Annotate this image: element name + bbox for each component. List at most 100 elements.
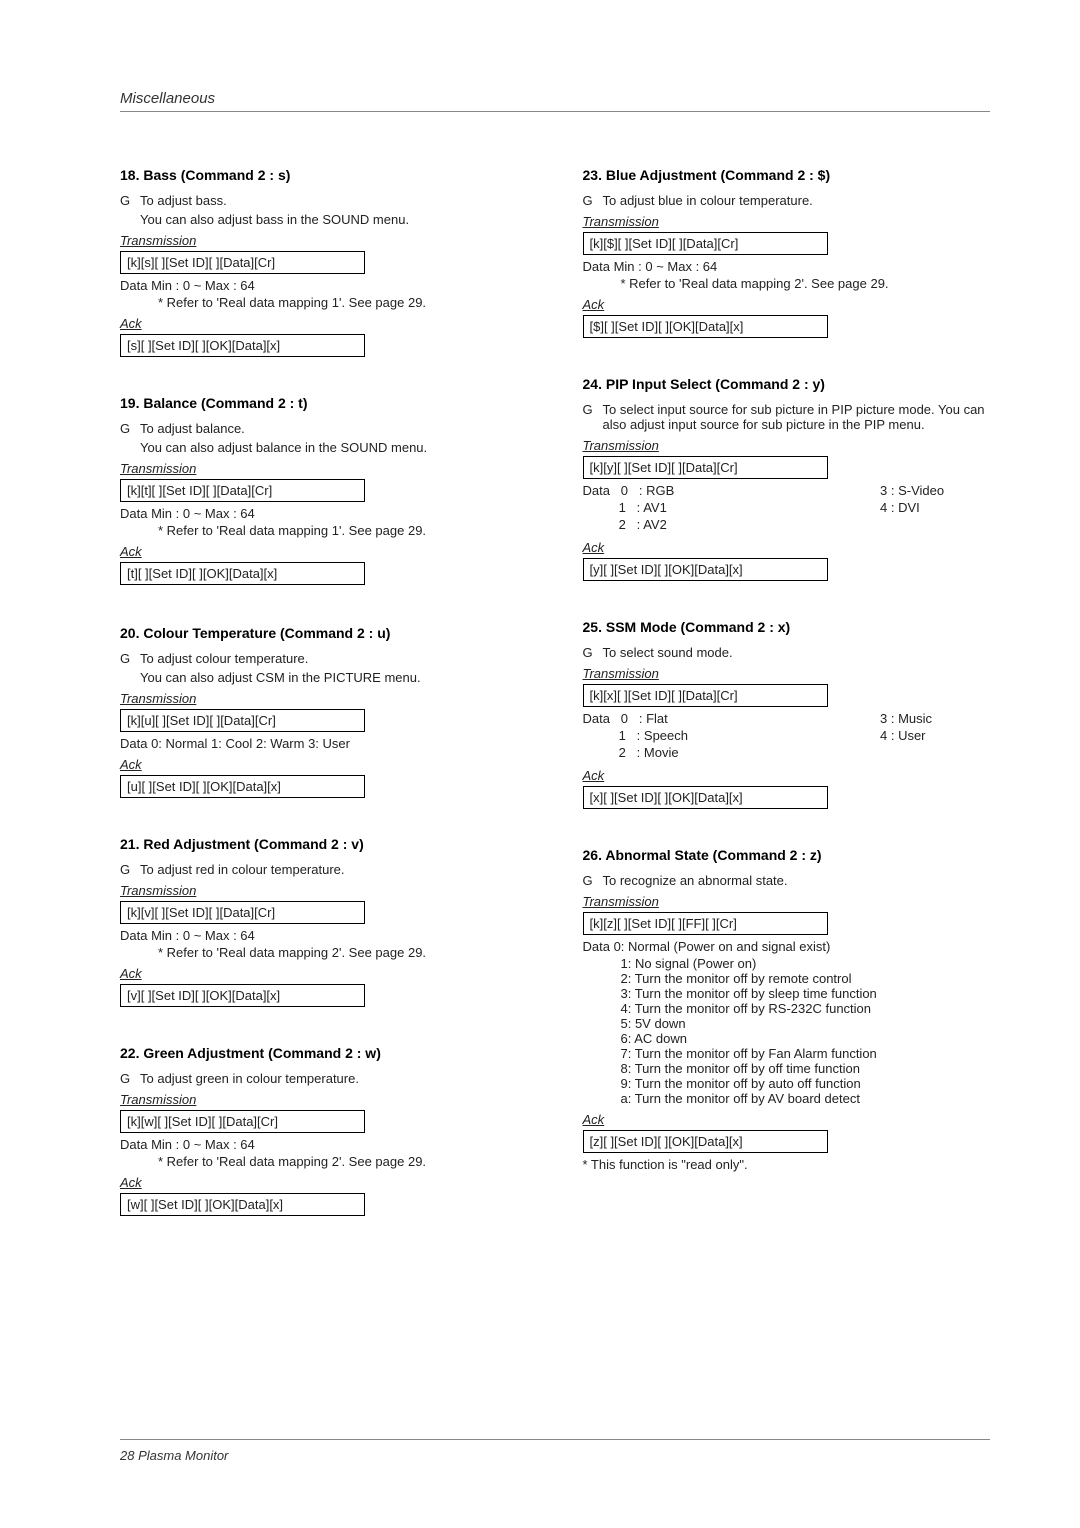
bullet-marker: G	[120, 193, 140, 208]
data-list-item: Data 0: Normal (Power on and signal exis…	[583, 939, 991, 954]
transmission-code: [k][w][ ][Set ID][ ][Data][Cr]	[120, 1110, 365, 1133]
description-text: To adjust red in colour temperature.	[140, 862, 528, 877]
command-description: GTo adjust blue in colour temperature.	[583, 193, 991, 208]
command-description: You can also adjust CSM in the PICTURE m…	[120, 670, 528, 685]
transmission-label: Transmission	[583, 666, 991, 681]
ack-label: Ack	[120, 1175, 528, 1190]
description-text: To select sound mode.	[603, 645, 991, 660]
transmission-code: [k][t][ ][Set ID][ ][Data][Cr]	[120, 479, 365, 502]
command-description: GTo adjust colour temperature.	[120, 651, 528, 666]
command-description: GTo adjust green in colour temperature.	[120, 1071, 528, 1086]
ack-code: [x][ ][Set ID][ ][OK][Data][x]	[583, 786, 828, 809]
data-list-item: 5: 5V down	[583, 1016, 991, 1031]
command-block: 20. Colour Temperature (Command 2 : u) GT…	[120, 625, 528, 798]
ack-code: [u][ ][Set ID][ ][OK][Data][x]	[120, 775, 365, 798]
description-text: To select input source for sub picture i…	[603, 402, 991, 432]
transmission-code: [k][z][ ][Set ID][ ][FF][ ][Cr]	[583, 912, 828, 935]
command-title: 22. Green Adjustment (Command 2 : w)	[120, 1045, 528, 1061]
command-title: 18. Bass (Command 2 : s)	[120, 167, 528, 183]
description-text: To recognize an abnormal state.	[603, 873, 991, 888]
command-title: 24. PIP Input Select (Command 2 : y)	[583, 376, 991, 392]
option-item: 4 : DVI	[880, 500, 990, 515]
bullet-marker: G	[120, 651, 140, 666]
data-list-item: 8: Turn the monitor off by off time func…	[583, 1061, 991, 1076]
option-item: 4 : User	[880, 728, 990, 743]
data-list-item: 2: Turn the monitor off by remote contro…	[583, 971, 991, 986]
transmission-code: [k][$][ ][Set ID][ ][Data][Cr]	[583, 232, 828, 255]
left-column: 18. Bass (Command 2 : s)GTo adjust bass.…	[120, 167, 528, 1254]
data-list-item: 6: AC down	[583, 1031, 991, 1046]
command-title: 26. Abnormal State (Command 2 : z)	[583, 847, 991, 863]
description-text: To adjust bass.	[140, 193, 528, 208]
command-block: 25. SSM Mode (Command 2 : x) GTo select s…	[583, 619, 991, 809]
data-line: Data Min : 0 ~ Max : 64	[120, 928, 528, 943]
ack-label: Ack	[120, 316, 528, 331]
ack-label: Ack	[120, 757, 528, 772]
command-description: GTo recognize an abnormal state.	[583, 873, 991, 888]
transmission-code: [k][x][ ][Set ID][ ][Data][Cr]	[583, 684, 828, 707]
command-block: 18. Bass (Command 2 : s) GTo adjust bass.…	[120, 167, 528, 357]
command-block: 26. Abnormal State (Command 2 : z) GTo re…	[583, 847, 991, 1172]
bullet-marker: G	[120, 1071, 140, 1086]
option-item: 2 : AV2	[583, 517, 881, 532]
ack-label: Ack	[583, 1112, 991, 1127]
data-list-item: 3: Turn the monitor off by sleep time fu…	[583, 986, 991, 1001]
data-line: Data Min : 0 ~ Max : 64	[583, 259, 991, 274]
footnote: * This function is "read only".	[583, 1157, 991, 1172]
transmission-label: Transmission	[120, 883, 528, 898]
bullet-marker: G	[583, 402, 603, 432]
option-item: Data 0 : RGB	[583, 483, 881, 498]
transmission-label: Transmission	[120, 233, 528, 248]
transmission-code: [k][y][ ][Set ID][ ][Data][Cr]	[583, 456, 828, 479]
transmission-label: Transmission	[120, 461, 528, 476]
command-description: GTo select sound mode.	[583, 645, 991, 660]
command-title: 20. Colour Temperature (Command 2 : u)	[120, 625, 528, 641]
option-item: Data 0 : Flat	[583, 711, 881, 726]
data-list-item: 4: Turn the monitor off by RS-232C funct…	[583, 1001, 991, 1016]
transmission-label: Transmission	[583, 438, 991, 453]
ack-label: Ack	[583, 540, 991, 555]
transmission-code: [k][v][ ][Set ID][ ][Data][Cr]	[120, 901, 365, 924]
description-text: To adjust green in colour temperature.	[140, 1071, 528, 1086]
ack-code: [y][ ][Set ID][ ][OK][Data][x]	[583, 558, 828, 581]
command-description: GTo adjust bass.	[120, 193, 528, 208]
ack-code: [v][ ][Set ID][ ][OK][Data][x]	[120, 984, 365, 1007]
option-item: 2 : Movie	[583, 745, 881, 760]
ack-label: Ack	[120, 966, 528, 981]
command-description: GTo adjust red in colour temperature.	[120, 862, 528, 877]
description-text: To adjust balance.	[140, 421, 528, 436]
command-block: 21. Red Adjustment (Command 2 : v)GTo ad…	[120, 836, 528, 1007]
ack-code: [t][ ][Set ID][ ][OK][Data][x]	[120, 562, 365, 585]
data-list-item: a: Turn the monitor off by AV board dete…	[583, 1091, 991, 1106]
options-columns: Data 0 : Flat 1 : Speech 2 : Movie3 : Mu…	[583, 711, 991, 762]
option-item: 3 : S-Video	[880, 483, 990, 498]
columns: 18. Bass (Command 2 : s)GTo adjust bass.…	[120, 167, 990, 1254]
reference-note: * Refer to 'Real data mapping 2'. See pa…	[120, 1154, 528, 1169]
command-block: 24. PIP Input Select (Command 2 : y) GTo …	[583, 376, 991, 581]
ack-label: Ack	[583, 297, 991, 312]
command-title: 23. Blue Adjustment (Command 2 : $)	[583, 167, 991, 183]
ack-code: [s][ ][Set ID][ ][OK][Data][x]	[120, 334, 365, 357]
ack-label: Ack	[120, 544, 528, 559]
command-block: 23. Blue Adjustment (Command 2 : $) GTo a…	[583, 167, 991, 338]
bullet-marker: G	[583, 873, 603, 888]
section-header: Miscellaneous	[120, 90, 990, 112]
command-title: 25. SSM Mode (Command 2 : x)	[583, 619, 991, 635]
ack-code: [$][ ][Set ID][ ][OK][Data][x]	[583, 315, 828, 338]
reference-note: * Refer to 'Real data mapping 2'. See pa…	[120, 945, 528, 960]
command-description: GTo adjust balance.	[120, 421, 528, 436]
data-line: Data Min : 0 ~ Max : 64	[120, 278, 528, 293]
right-column: 23. Blue Adjustment (Command 2 : $)GTo a…	[583, 167, 991, 1254]
data-line: Data Min : 0 ~ Max : 64	[120, 506, 528, 521]
bullet-marker: G	[583, 645, 603, 660]
options-columns: Data 0 : RGB 1 : AV1 2 : AV2 3 : S-Video 4…	[583, 483, 991, 534]
data-list-item: 1: No signal (Power on)	[583, 956, 991, 971]
description-text: To adjust blue in colour temperature.	[603, 193, 991, 208]
option-item: 1 : AV1	[583, 500, 881, 515]
transmission-code: [k][s][ ][Set ID][ ][Data][Cr]	[120, 251, 365, 274]
reference-note: * Refer to 'Real data mapping 2'. See pa…	[583, 276, 991, 291]
command-description: You can also adjust balance in the SOUND…	[120, 440, 528, 455]
bullet-marker: G	[583, 193, 603, 208]
data-line: Data 0: Normal 1: Cool 2: Warm 3: User	[120, 736, 528, 751]
command-description: You can also adjust bass in the SOUND me…	[120, 212, 528, 227]
